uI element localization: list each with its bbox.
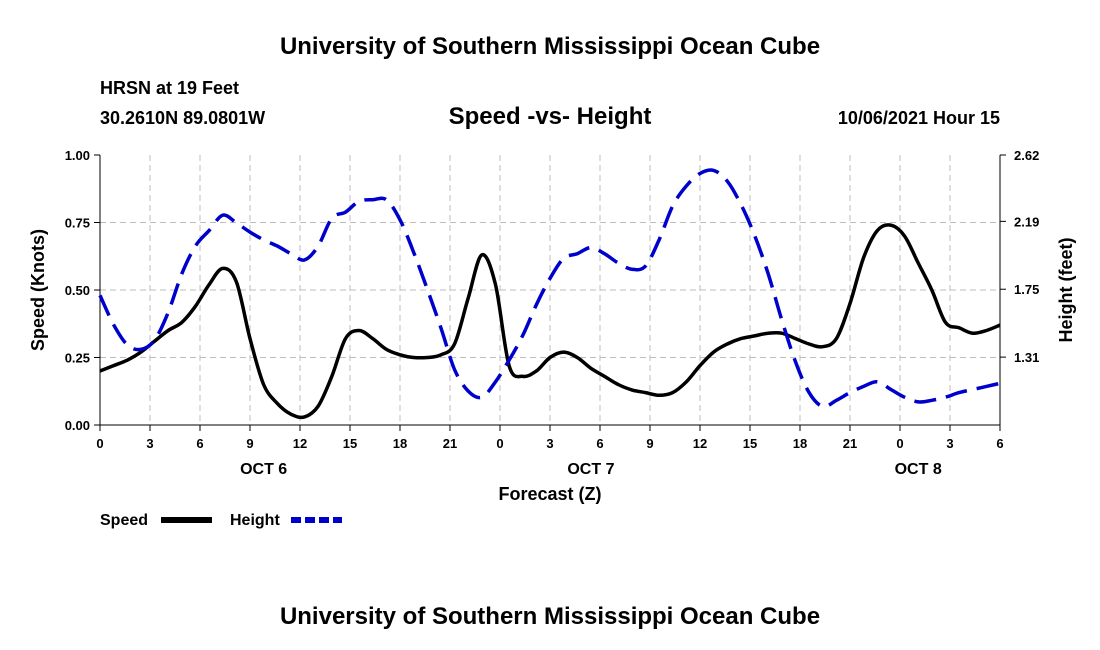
height-series-line bbox=[98, 168, 1001, 409]
day-label: OCT 8 bbox=[895, 461, 942, 478]
y2-tick-label: 2.19 bbox=[1014, 214, 1039, 229]
day-label: OCT 7 bbox=[567, 461, 614, 478]
forecast-datetime: 10/06/2021 Hour 15 bbox=[838, 108, 1000, 128]
y-axis-label: Speed (Knots) bbox=[28, 229, 48, 351]
page-title-top: University of Southern Mississippi Ocean… bbox=[280, 33, 820, 60]
speed-series-line bbox=[99, 223, 1001, 420]
x-tick-label: 3 bbox=[946, 436, 953, 451]
day-label: OCT 6 bbox=[240, 461, 287, 478]
legend-speed-label: Speed bbox=[100, 512, 148, 529]
x-tick-label: 18 bbox=[793, 436, 807, 451]
x-tick-label: 0 bbox=[496, 436, 503, 451]
legend: Speed Height bbox=[100, 512, 342, 529]
x-tick-label: 15 bbox=[343, 436, 357, 451]
x-tick-label: 12 bbox=[293, 436, 307, 451]
y-tick-label: 0.50 bbox=[65, 283, 90, 298]
legend-height-label: Height bbox=[230, 512, 280, 529]
x-tick-label: 6 bbox=[996, 436, 1003, 451]
x-tick-label: 18 bbox=[393, 436, 407, 451]
page-title-bottom: University of Southern Mississippi Ocean… bbox=[280, 603, 820, 630]
x-axis-label: Forecast (Z) bbox=[498, 484, 601, 504]
y-tick-label: 0.75 bbox=[65, 216, 90, 231]
x-tick-label: 9 bbox=[646, 436, 653, 451]
y-tick-label: 0.25 bbox=[65, 351, 90, 366]
x-tick-label: 3 bbox=[146, 436, 153, 451]
series bbox=[98, 168, 1001, 420]
y2-tick-label: 1.31 bbox=[1014, 350, 1039, 365]
x-tick-label: 0 bbox=[96, 436, 103, 451]
station-coords: 30.2610N 89.0801W bbox=[100, 108, 265, 128]
x-tick-label: 3 bbox=[546, 436, 553, 451]
y2-tick-label: 1.75 bbox=[1014, 282, 1039, 297]
x-tick-label: 12 bbox=[693, 436, 707, 451]
y-tick-label: 0.00 bbox=[65, 418, 90, 433]
y2-axis-label: Height (feet) bbox=[1056, 238, 1076, 343]
x-tick-label: 21 bbox=[443, 436, 457, 451]
axes: 0 3 6 9 12 15 18 21 0 3 6 9 12 15 18 21 0 3 6 0.00 0.25 0.50 0… bbox=[65, 148, 1040, 478]
x-tick-label: 21 bbox=[843, 436, 857, 451]
y2-tick-label: 2.62 bbox=[1014, 148, 1039, 163]
station-name: HRSN at 19 Feet bbox=[100, 78, 239, 98]
x-tick-label: 15 bbox=[743, 436, 757, 451]
chart-title: Speed -vs- Height bbox=[449, 103, 652, 130]
x-tick-label: 6 bbox=[196, 436, 203, 451]
x-tick-label: 0 bbox=[896, 436, 903, 451]
y-tick-label: 1.00 bbox=[65, 148, 90, 163]
x-tick-label: 9 bbox=[246, 436, 253, 451]
x-tick-label: 6 bbox=[596, 436, 603, 451]
